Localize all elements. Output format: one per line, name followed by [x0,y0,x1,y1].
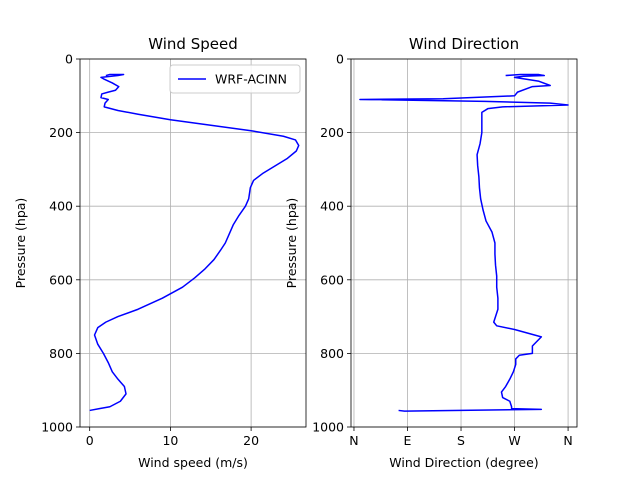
series-line [359,73,569,412]
x-tick-label: N [563,433,572,448]
x-tick-label: 10 [162,433,178,448]
wind-direction-panel: N E S W N 0 200 400 600 800 1000 Wind Direction Wind… [284,35,578,470]
y-tick-label: 600 [49,272,73,287]
x-tick-label: W [508,433,520,448]
x-axis-label: Wind Direction (degree) [389,455,538,470]
legend-box [169,64,301,94]
x-axis-label: Wind speed (m/s) [138,455,248,470]
y-tick-label: 0 [336,52,344,67]
y-axis-label: Pressure (hpa) [13,198,28,289]
y-tick-label: 200 [320,125,344,140]
y-tick-label: 1000 [312,420,344,435]
axes-frame [350,58,578,428]
y-tick-label: 1000 [41,420,73,435]
series-line [89,73,300,412]
y-tick-label: 600 [320,272,344,287]
y-tick-label: 200 [49,125,73,140]
y-tick-label: 0 [65,52,73,67]
chart-title: Wind Direction [409,35,519,53]
x-tick-label: E [404,433,412,448]
y-axis-label: Pressure (hpa) [284,198,299,289]
x-tick-label: S [457,433,465,448]
chart-title: Wind Speed [148,35,238,53]
x-tick-label: 0 [86,433,94,448]
y-tick-label: 800 [320,346,344,361]
x-tick-label: 20 [243,433,259,448]
legend-entry: WRF-ACINN [215,72,287,87]
x-tick-label: N [349,433,358,448]
y-tick-label: 400 [49,199,73,214]
y-tick-label: 800 [49,346,73,361]
y-tick-label: 400 [320,199,344,214]
axes-frame [79,58,307,428]
legend: WRF-ACINN [169,64,301,94]
